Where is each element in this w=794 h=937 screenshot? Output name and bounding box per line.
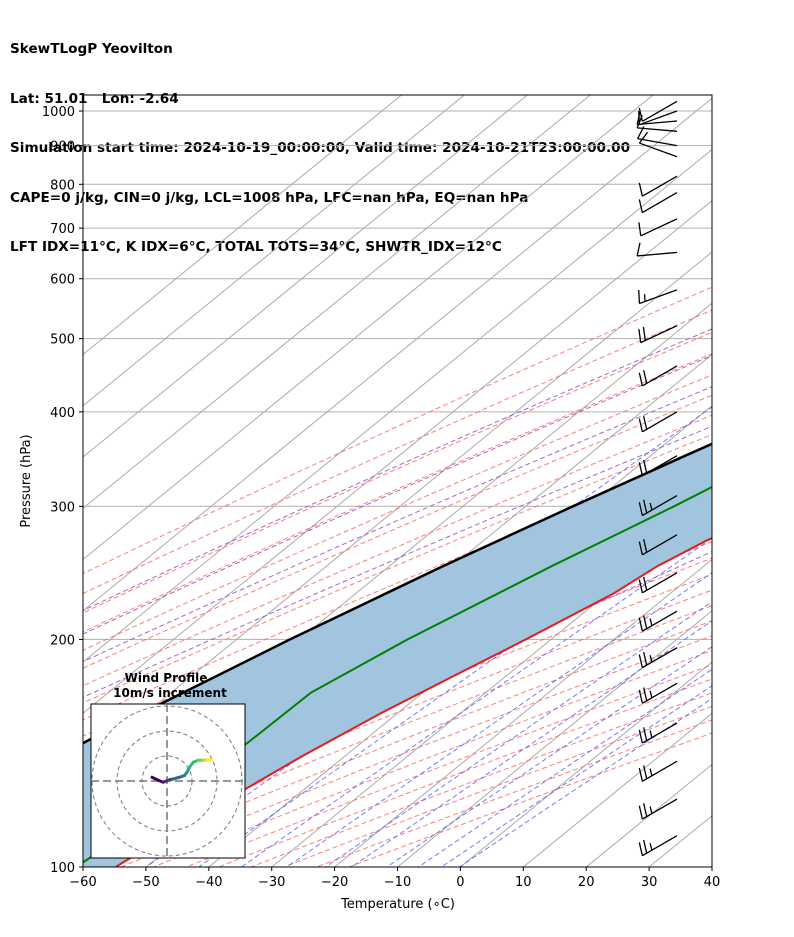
y-axis-label: Pressure (hPa) — [19, 434, 34, 527]
wind-barb — [636, 115, 678, 132]
hodograph-title: Wind Profile — [125, 671, 208, 685]
mixing-ratio-line — [418, 668, 712, 867]
isotherm-line — [83, 95, 654, 561]
x-axis-label: Temperature (∘C) — [340, 897, 455, 912]
wind-barb — [638, 175, 678, 197]
wind-barb — [636, 111, 678, 126]
isotherm-line — [83, 95, 402, 356]
isotherm-line — [460, 661, 712, 867]
isotherm-line — [83, 97, 712, 612]
dry-adiabat-line — [83, 353, 712, 633]
temperature-profile-line — [115, 536, 712, 867]
dry-adiabat-line — [251, 692, 712, 867]
isotherm-line — [522, 712, 712, 867]
wind-barb — [638, 411, 678, 433]
isotherm-line — [83, 148, 712, 663]
isotherm-line — [711, 866, 712, 867]
wind-barbs — [636, 100, 678, 857]
isotherm-line — [83, 95, 528, 458]
y-tick-label: 100 — [50, 861, 75, 876]
y-tick-label: 700 — [50, 222, 75, 237]
y-tick-label: 600 — [50, 273, 75, 288]
wind-barb — [638, 100, 678, 122]
chart-title: SkewTLogP Yeovilton Lat: 51.01 Lon: -2.6… — [10, 8, 630, 272]
wind-barb — [637, 126, 678, 147]
wind-barb — [638, 534, 678, 556]
title-station: SkewTLogP Yeovilton — [10, 41, 173, 57]
isotherm-line — [83, 95, 591, 509]
x-tick-label: 40 — [704, 875, 721, 890]
dry-adiabat-line — [83, 286, 712, 575]
x-tick-label: 20 — [578, 875, 595, 890]
moist-adiabat-line — [83, 354, 712, 635]
wind-barb — [638, 835, 678, 857]
title-cape-line: CAPE=0 j/kg, CIN=0 j/kg, LCL=1008 hPa, L… — [10, 189, 529, 206]
wind-barb — [638, 798, 678, 820]
isotherm-line — [83, 200, 712, 714]
isotherm-line — [83, 95, 465, 407]
dry-adiabat-line — [83, 434, 712, 704]
mixing-ratio-line — [351, 620, 712, 867]
parcel-profile-line — [83, 442, 712, 745]
mixing-ratio-line — [325, 601, 712, 867]
moist-adiabat-line — [83, 425, 712, 698]
wind-barb — [638, 722, 678, 744]
wind-barb — [638, 218, 678, 237]
x-tick-label: 10 — [515, 875, 532, 890]
x-tick-label: 0 — [456, 875, 464, 890]
y-tick-label: 500 — [50, 333, 75, 348]
hodograph-subtitle: 10m/s increment — [113, 686, 227, 700]
x-tick-label: −10 — [384, 875, 411, 890]
x-tick-label: −30 — [258, 875, 285, 890]
wind-barb — [638, 289, 678, 305]
wind-barb — [638, 131, 678, 158]
wind-barb — [638, 610, 678, 632]
wind-barb — [638, 682, 678, 704]
y-tick-label: 1000 — [42, 105, 75, 120]
hodograph-inset: Wind Profile 10m/s increment — [90, 671, 246, 859]
y-tick-label: 300 — [50, 500, 75, 515]
wind-barb — [638, 192, 678, 214]
x-tick-label: 30 — [641, 875, 658, 890]
dry-adiabat-line — [316, 719, 712, 867]
y-tick-label: 400 — [50, 406, 75, 421]
wind-barb — [638, 494, 678, 517]
wind-barb — [636, 242, 678, 257]
wind-barb — [638, 647, 678, 669]
dewpoint-profile-line — [83, 485, 712, 864]
y-tick-label: 800 — [50, 178, 75, 193]
wind-barb — [638, 365, 678, 387]
x-tick-label: −40 — [195, 875, 222, 890]
dry-adiabat-line — [83, 452, 712, 721]
x-tick-label: −60 — [69, 875, 96, 890]
dry-adiabat-line — [83, 394, 712, 669]
wind-barb — [638, 760, 678, 782]
y-tick-label: 200 — [50, 633, 75, 648]
x-tick-label: −20 — [321, 875, 348, 890]
wind-barb — [638, 572, 678, 594]
isotherm-line — [334, 558, 712, 867]
dry-adiabat-line — [83, 309, 712, 595]
isotherm-line — [271, 507, 712, 867]
isotherm-line — [397, 610, 712, 867]
y-tick-label: 900 — [50, 140, 75, 155]
x-tick-label: −50 — [132, 875, 159, 890]
wind-barb — [638, 455, 678, 477]
wind-barb — [638, 325, 678, 344]
axes: −60 −50 −40 −30 −20 −10 0 10 20 30 40 1000 900 800 700… — [42, 105, 720, 890]
